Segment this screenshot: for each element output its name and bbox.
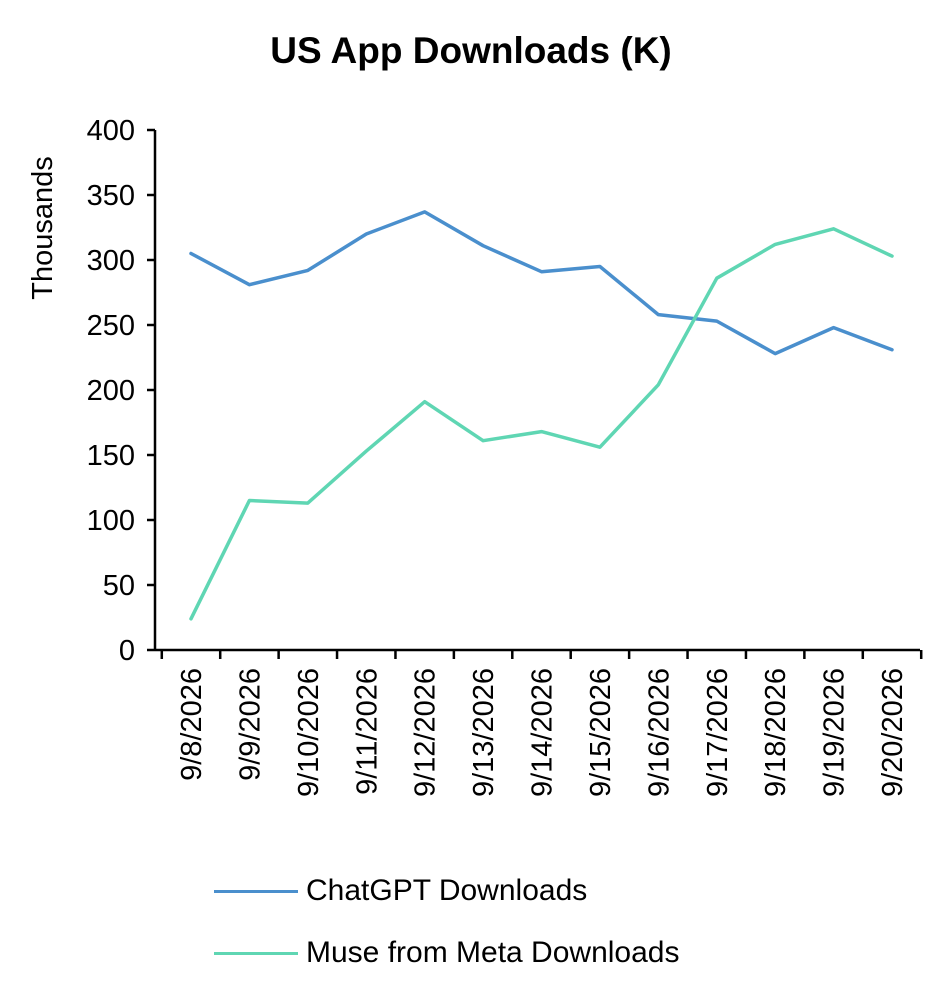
legend-item-chatgpt: ChatGPT Downloads xyxy=(214,860,679,922)
x-tick-label: 9/12/2026 xyxy=(410,668,442,797)
y-tick-group: 0 50 100 150 200 250 300 350 400 xyxy=(87,115,155,667)
x-tick-label: 9/10/2026 xyxy=(293,668,325,797)
x-tick-label: 9/17/2026 xyxy=(702,668,734,797)
chart-axes xyxy=(153,130,920,652)
x-tick-label: 9/16/2026 xyxy=(643,668,675,797)
x-tick-label: 9/15/2026 xyxy=(585,668,617,797)
y-tick-label: 0 xyxy=(119,635,135,667)
series-line-muse xyxy=(189,227,894,621)
x-tick-label: 9/19/2026 xyxy=(819,668,851,797)
legend-label-muse: Muse from Meta Downloads xyxy=(306,936,680,969)
x-tick-label: 9/13/2026 xyxy=(468,668,500,797)
x-tick-label: 9/9/2026 xyxy=(234,668,266,781)
x-tick-label: 9/14/2026 xyxy=(527,668,559,797)
legend-label-chatgpt: ChatGPT Downloads xyxy=(306,874,588,907)
x-tick-label: 9/11/2026 xyxy=(351,668,383,795)
y-tick-label: 50 xyxy=(103,570,135,602)
y-tick-label: 100 xyxy=(87,505,135,537)
chart-legend: ChatGPT Downloads Muse from Meta Downloa… xyxy=(214,860,679,984)
legend-swatch-chatgpt xyxy=(214,889,298,893)
y-axis-title: Thousands xyxy=(27,156,59,300)
chart-title: US App Downloads (K) xyxy=(270,30,672,71)
legend-item-muse: Muse from Meta Downloads xyxy=(214,922,679,984)
y-tick-label: 200 xyxy=(87,375,135,407)
y-tick-label: 150 xyxy=(87,440,135,472)
x-tick-label: 9/8/2026 xyxy=(176,668,208,781)
series-group xyxy=(189,210,894,621)
series-line-chatgpt xyxy=(189,210,894,356)
x-tick-label: 9/20/2026 xyxy=(877,668,909,797)
y-tick-label: 300 xyxy=(87,245,135,277)
x-tick-group: 9/8/2026 9/9/2026 9/10/2026 9/11/2026 9/12/2… xyxy=(160,650,923,797)
legend-swatch-muse xyxy=(214,951,298,955)
y-tick-label: 350 xyxy=(87,180,135,212)
x-tick-label: 9/18/2026 xyxy=(760,668,792,797)
y-tick-label: 400 xyxy=(87,115,135,147)
y-tick-label: 250 xyxy=(87,310,135,342)
